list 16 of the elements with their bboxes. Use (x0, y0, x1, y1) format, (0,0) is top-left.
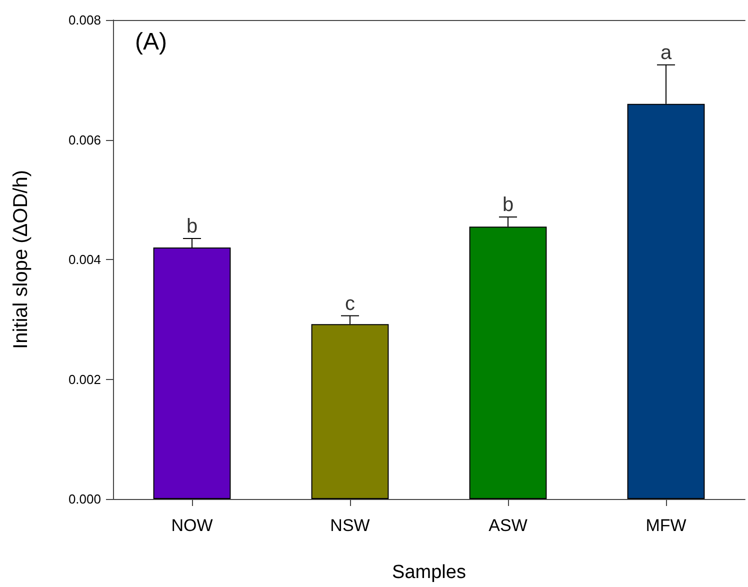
annotation: c (345, 292, 355, 315)
y-tick-label: 0.008 (68, 12, 101, 28)
y-axis-title: Initial slope (ΔOD/h) (10, 170, 32, 349)
y-tick-label: 0.002 (68, 372, 101, 387)
annotation: b (502, 194, 514, 216)
annotation: a (660, 42, 672, 64)
annotation: (A) (135, 28, 167, 56)
y-tick-label: 0.000 (68, 492, 101, 506)
x-tick-label: NOW (171, 516, 213, 535)
x-tick-label: MFW (646, 516, 686, 535)
y-tick-label: 0.006 (68, 132, 101, 148)
y-tick-label: 0.004 (68, 252, 101, 267)
x-tick-label: NSW (330, 516, 370, 535)
x-axis-title: Samples (392, 562, 466, 583)
annotation: b (186, 216, 198, 238)
x-tick-label: ASW (488, 516, 528, 535)
